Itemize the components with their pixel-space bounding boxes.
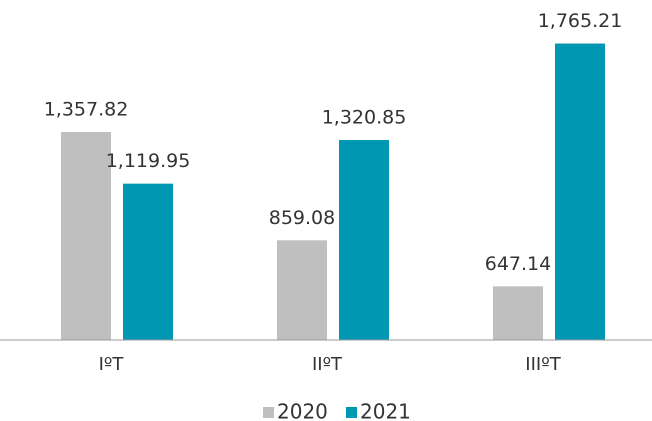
legend-label: 2021 [360,400,411,421]
data-label: 1,357.82 [44,99,129,121]
x-tick-label: IºT [99,354,125,375]
x-tick-label: IIºT [312,354,343,375]
data-label: 1,320.85 [322,107,407,129]
bar [339,140,389,340]
bar [277,240,327,340]
legend-swatch [346,407,357,418]
data-label: 1,119.95 [106,150,191,172]
bar [61,132,111,340]
legend-swatch [263,407,274,418]
bar [555,43,605,340]
data-label: 859.08 [269,207,335,229]
x-tick-label: IIIºT [525,354,561,375]
data-label: 1,765.21 [538,10,623,32]
data-label: 647.14 [485,253,551,275]
legend-label: 2020 [277,400,328,421]
bar [123,183,173,340]
bar [493,286,543,340]
